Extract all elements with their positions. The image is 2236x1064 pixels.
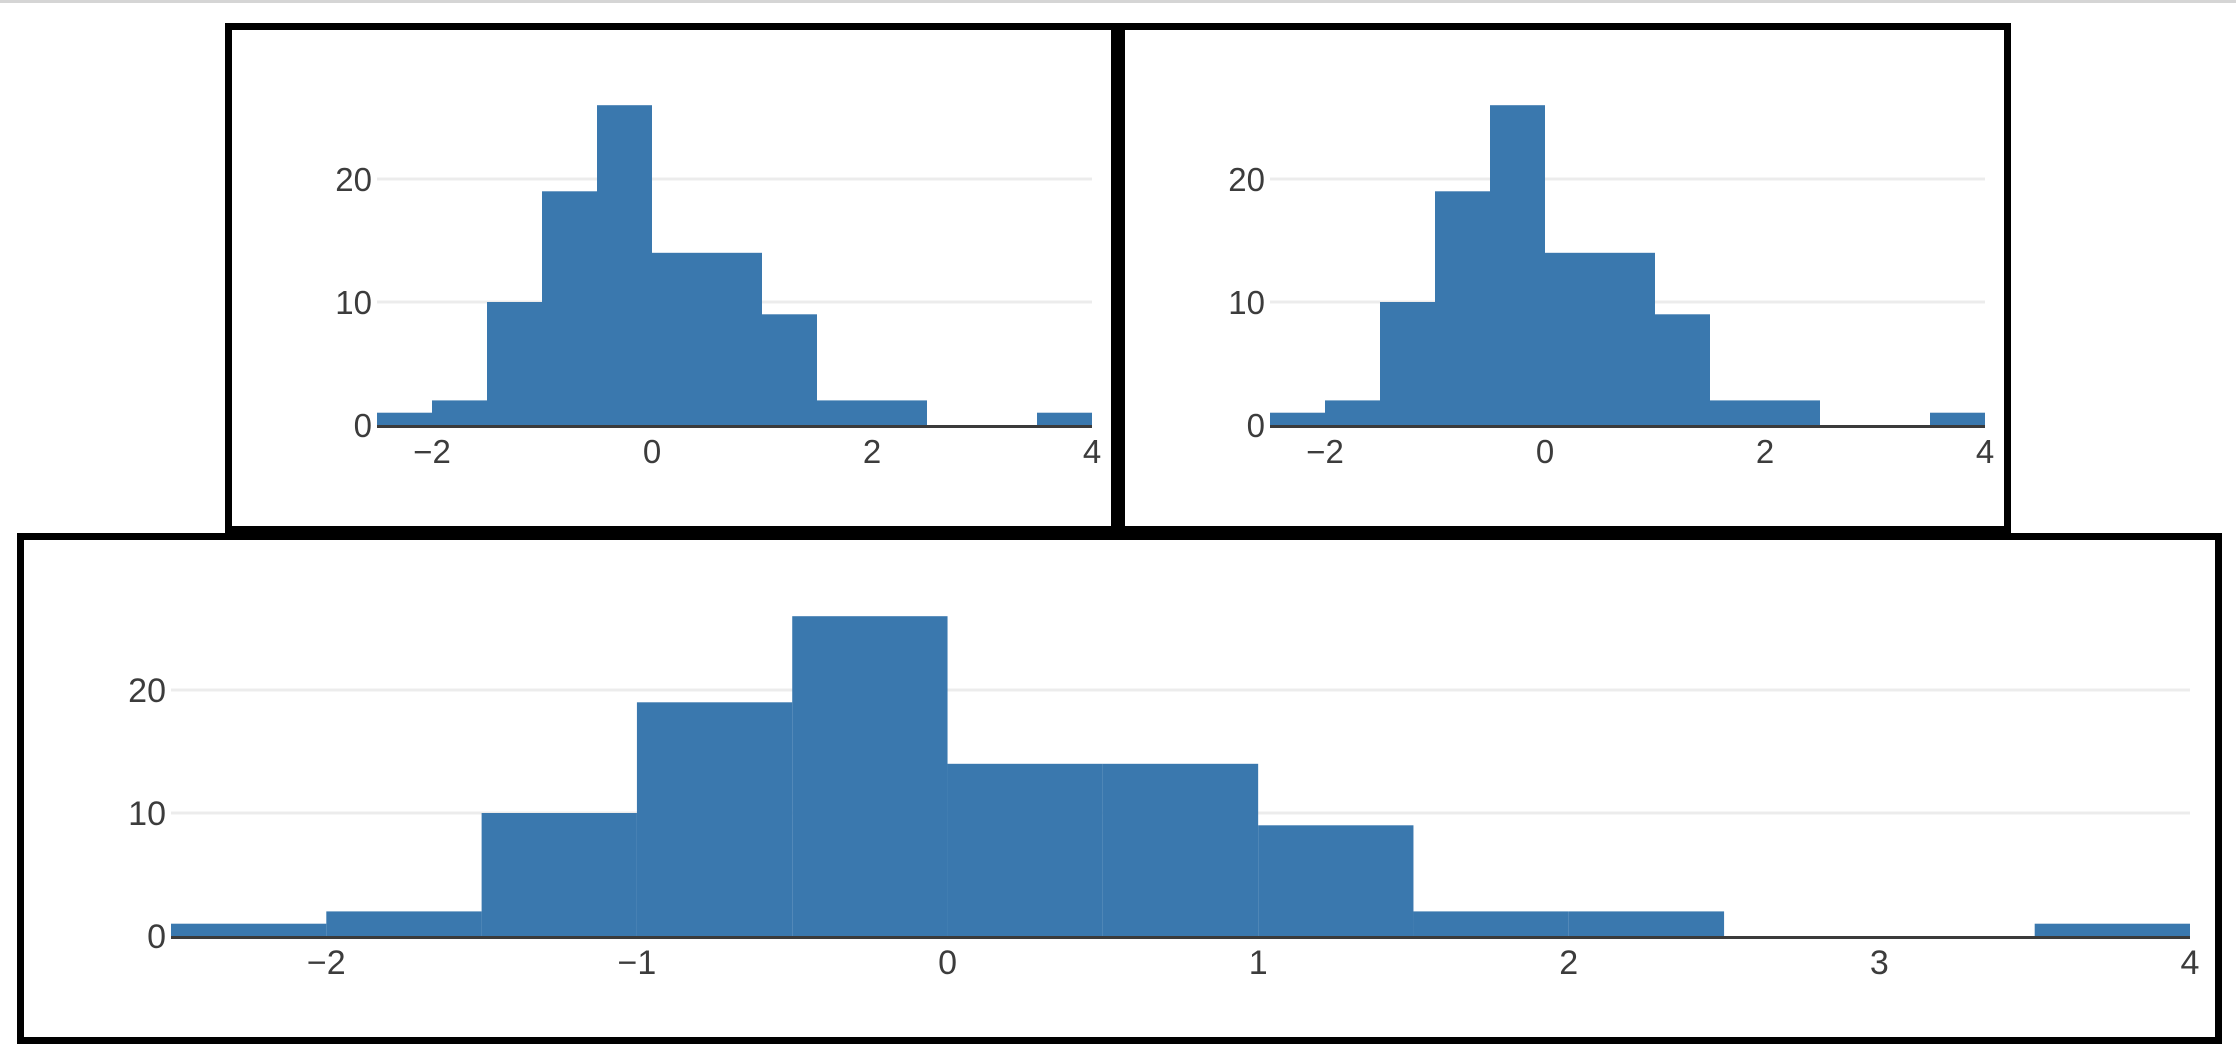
y-tick-label: 20	[335, 161, 372, 198]
histogram-bar	[1545, 252, 1600, 425]
histogram-bar	[326, 911, 482, 936]
histogram-bar	[762, 314, 817, 425]
histogram-bar	[1325, 400, 1380, 425]
histogram-bar	[597, 105, 652, 425]
x-tick-label: 2	[1559, 944, 1578, 982]
histogram-bar	[707, 252, 762, 425]
histogram-bar	[1655, 314, 1710, 425]
histogram-bar	[1413, 911, 1569, 936]
x-tick-label: −2	[413, 433, 451, 470]
histogram-chart-bottom: 0 10 20 −2 −1 0 1 2 3 4	[128, 616, 2200, 982]
y-tick-label: 10	[1228, 284, 1265, 321]
histogram-bar	[1258, 825, 1414, 936]
histogram-bar	[817, 400, 872, 425]
page-top-border	[0, 0, 2236, 3]
histogram-bar	[1490, 105, 1545, 425]
histogram-bar	[1765, 400, 1820, 425]
x-tick-label: 1	[1249, 944, 1268, 982]
y-tick-label: 10	[128, 795, 166, 833]
histogram-bar	[481, 813, 637, 936]
y-tick-label: 0	[147, 918, 166, 956]
y-tick-label: 0	[1247, 407, 1265, 444]
y-tick-label: 10	[335, 284, 372, 321]
x-tick-label: 3	[1870, 944, 1889, 982]
histogram-bar	[487, 302, 542, 425]
histogram-bar	[1710, 400, 1765, 425]
y-tick-label: 20	[1228, 161, 1265, 198]
x-tick-label: −2	[307, 944, 346, 982]
histogram-bar	[636, 702, 793, 936]
x-tick-label: −2	[1306, 433, 1344, 470]
histogram-bar	[947, 763, 1103, 936]
histogram-bar	[792, 616, 948, 936]
histogram-bar	[652, 252, 707, 425]
histogram-chart-top-right: 0 10 20 −2 0 2 4	[1228, 105, 1994, 470]
y-tick-label: 20	[128, 672, 166, 710]
histogram-bar	[1037, 412, 1092, 425]
panel-histogram-top-left: 0 10 20 −2 0 2 4	[225, 23, 1118, 533]
x-tick-label: 0	[643, 433, 661, 470]
y-tick-label: 0	[354, 407, 372, 444]
panel-histogram-bottom: 0 10 20 −2 −1 0 1 2 3 4	[17, 533, 2222, 1044]
x-tick-label: 2	[863, 433, 881, 470]
x-tick-label: −1	[618, 944, 657, 982]
panel-histogram-top-right: 0 10 20 −2 0 2 4	[1118, 23, 2011, 533]
histogram-bar	[1435, 191, 1490, 425]
histogram-bar	[1600, 252, 1655, 425]
x-tick-label: 2	[1756, 433, 1774, 470]
histogram-bar	[171, 923, 327, 936]
histogram-bar	[432, 400, 487, 425]
x-tick-label: 4	[1976, 433, 1994, 470]
histogram-bar	[2034, 923, 2190, 936]
histogram-bar	[1568, 911, 1725, 936]
histogram-bar	[542, 191, 597, 425]
histogram-bar	[872, 400, 927, 425]
histogram-chart-top-left: 0 10 20 −2 0 2 4	[335, 105, 1101, 470]
histogram-bar	[1270, 412, 1325, 425]
x-tick-label: 4	[1083, 433, 1101, 470]
x-tick-label: 0	[938, 944, 957, 982]
histogram-bar	[377, 412, 432, 425]
x-tick-label: 4	[2181, 944, 2200, 982]
histogram-bar	[1380, 302, 1435, 425]
histogram-bar	[1930, 412, 1985, 425]
histogram-bar	[1102, 763, 1259, 936]
x-tick-label: 0	[1536, 433, 1554, 470]
